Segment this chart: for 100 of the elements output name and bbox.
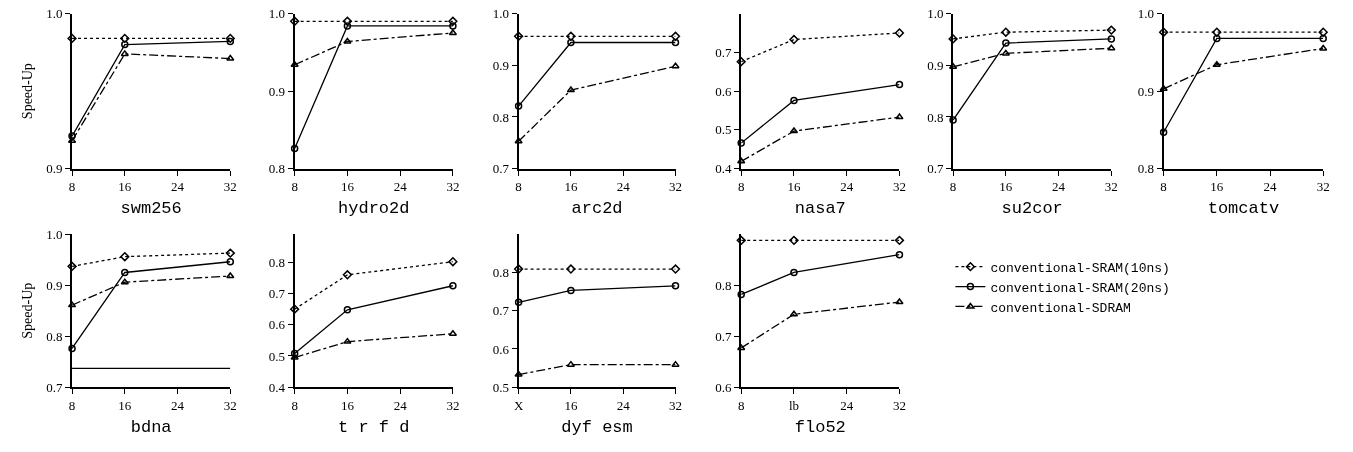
point xyxy=(948,34,958,44)
y-tick-label: 1.0 xyxy=(492,6,509,22)
point xyxy=(790,268,798,277)
point xyxy=(226,37,235,46)
x-tick-label: 24 xyxy=(616,397,631,413)
point xyxy=(1213,34,1221,43)
point xyxy=(226,272,235,279)
point xyxy=(343,22,352,30)
point xyxy=(789,34,799,45)
x-tick-label: 16 xyxy=(118,179,132,195)
point xyxy=(736,235,746,246)
point xyxy=(566,360,576,367)
point xyxy=(894,235,905,246)
legend-label: conventional-SRAM(20ns) xyxy=(990,280,1170,296)
point xyxy=(566,86,576,93)
y-tick-label: 0.8 xyxy=(492,109,509,125)
point xyxy=(895,250,904,259)
y-tick-label: 0.7 xyxy=(492,161,510,177)
y-tick-label: 0.9 xyxy=(268,83,286,99)
point xyxy=(290,144,299,153)
point xyxy=(1212,27,1222,37)
point xyxy=(895,113,904,120)
y-tick-label: 0.7 xyxy=(268,286,286,302)
point xyxy=(342,270,353,280)
point xyxy=(121,40,129,49)
point xyxy=(343,306,352,314)
point xyxy=(895,298,904,305)
x-tick-label: 8 xyxy=(291,397,298,413)
x-tick-label: 16 xyxy=(564,397,578,413)
point xyxy=(670,264,681,274)
x-tick-label: 16 xyxy=(340,179,355,195)
x-tick-label: 32 xyxy=(1316,179,1330,195)
point xyxy=(343,37,352,44)
point xyxy=(671,282,680,290)
x-tick-label: 32 xyxy=(669,397,682,413)
x-tick-label: 8 xyxy=(737,179,745,195)
point xyxy=(789,127,799,134)
x-tick-label: 24 xyxy=(393,179,408,195)
point xyxy=(671,38,680,47)
x-tick-label: 24 xyxy=(1263,179,1278,195)
point xyxy=(449,22,457,30)
point xyxy=(737,290,745,299)
y-tick-label: 0.4 xyxy=(268,379,286,395)
point xyxy=(225,248,235,258)
x-axis-title: t r f d xyxy=(338,417,410,437)
point xyxy=(120,50,130,57)
x-tick-label: 8 xyxy=(737,397,745,413)
x-axis-title: flo52 xyxy=(794,417,846,437)
point xyxy=(789,235,799,246)
point xyxy=(949,116,957,124)
x-tick-label: 24 xyxy=(616,179,631,195)
x-tick-label: 24 xyxy=(1052,179,1066,195)
point xyxy=(671,360,680,367)
x-tick-label: 32 xyxy=(223,397,237,413)
point xyxy=(894,28,905,38)
y-tick-label: 1.0 xyxy=(927,6,944,22)
point xyxy=(513,31,524,41)
y-tick-label: 0.8 xyxy=(268,254,286,270)
point xyxy=(1319,34,1327,43)
y-axis-title: Speed-Up xyxy=(20,63,36,120)
point xyxy=(737,344,746,351)
x-tick-label: 24 xyxy=(171,397,185,413)
point xyxy=(1001,49,1011,56)
point xyxy=(514,298,523,307)
point xyxy=(513,264,524,274)
point xyxy=(566,31,576,41)
y-axis-title: Speed-Up xyxy=(20,282,36,339)
point xyxy=(290,349,299,358)
x-tick-label: 16 xyxy=(1210,179,1224,195)
y-tick-label: 0.5 xyxy=(492,379,509,395)
point xyxy=(448,257,458,267)
y-tick-label: 0.7 xyxy=(927,161,944,177)
x-tick-label: 32 xyxy=(669,179,682,195)
y-tick-label: 0.6 xyxy=(715,83,733,99)
point xyxy=(448,16,458,26)
y-tick-label: 0.4 xyxy=(715,161,733,177)
point xyxy=(121,268,129,277)
y-tick-label: 0.7 xyxy=(46,379,63,395)
point xyxy=(449,281,457,290)
x-tick-label: 32 xyxy=(223,179,237,195)
x-axis-title: arc2d xyxy=(571,199,623,219)
y-tick-label: 0.9 xyxy=(492,57,509,73)
x-tick-label: 8 xyxy=(68,397,76,413)
point xyxy=(120,278,130,285)
point xyxy=(1001,27,1011,37)
x-tick-label: 32 xyxy=(446,397,460,413)
point xyxy=(67,301,77,308)
y-tick-label: 0.7 xyxy=(715,44,733,60)
y-tick-label: 0.8 xyxy=(927,109,944,125)
y-tick-label: 1.0 xyxy=(46,226,63,242)
point xyxy=(567,38,575,47)
point xyxy=(566,264,576,274)
x-tick-label: lb xyxy=(788,397,800,413)
x-tick-label: 24 xyxy=(840,397,854,413)
y-tick-label: 0.6 xyxy=(715,379,733,395)
point xyxy=(1212,60,1222,67)
y-tick-label: 1.0 xyxy=(46,6,63,22)
y-tick-label: 0.9 xyxy=(1137,83,1155,99)
point xyxy=(290,304,300,314)
y-tick-label: 0.7 xyxy=(492,303,510,319)
